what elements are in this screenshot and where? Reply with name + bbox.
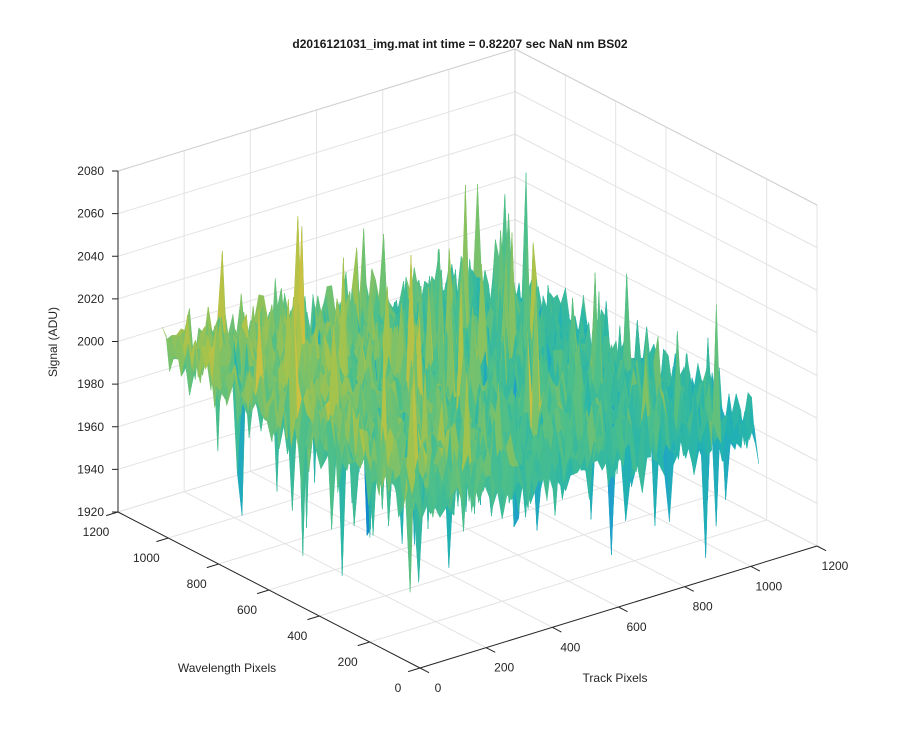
floor-grid-line xyxy=(369,519,767,643)
chart-title: d2016121031_img.mat int time = 0.82207 s… xyxy=(292,37,628,51)
side-wall-grid-line xyxy=(514,176,818,334)
back-wall-grid-line xyxy=(117,176,516,300)
box-edge xyxy=(514,48,818,206)
floor-grid-line xyxy=(268,467,667,591)
surface-plot xyxy=(162,172,759,593)
side-wall-grid-line xyxy=(514,91,818,249)
side-wall-grid-line xyxy=(514,133,818,291)
box-edge xyxy=(117,48,516,172)
back-wall-grid-line xyxy=(117,219,516,342)
back-wall-grid-line xyxy=(117,133,516,257)
floor-grid-line xyxy=(319,493,717,617)
back-wall-grid-line xyxy=(117,91,516,215)
side-wall-grid-line xyxy=(514,219,818,376)
